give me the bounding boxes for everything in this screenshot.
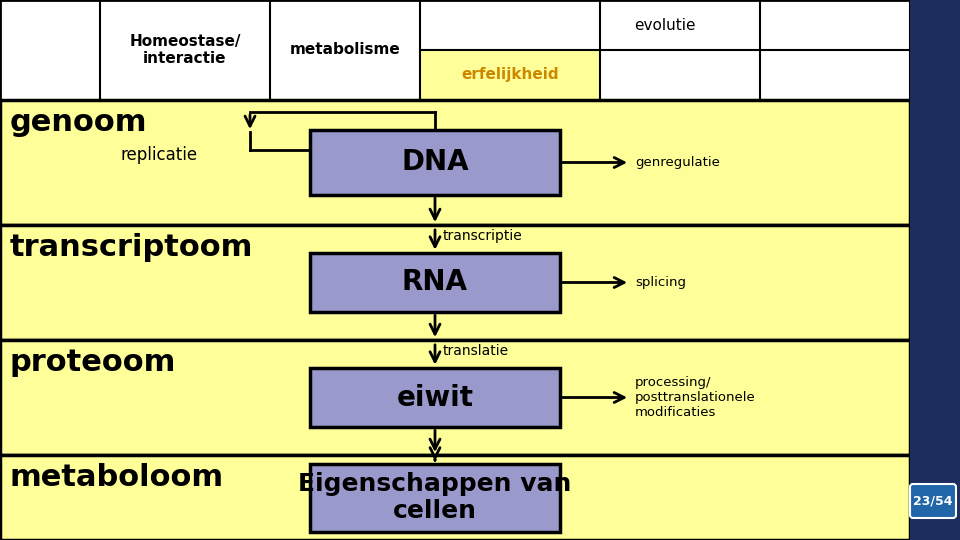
Bar — [310, 130, 560, 195]
Bar — [0, 0, 910, 100]
Text: proteoom: proteoom — [10, 348, 177, 377]
Bar — [310, 253, 560, 313]
Text: processing/
posttranslationele
modificaties: processing/ posttranslationele modificat… — [635, 376, 756, 419]
Bar — [0, 225, 910, 340]
Bar — [0, 455, 910, 540]
Text: metaboloom: metaboloom — [10, 463, 224, 492]
Text: Eigenschappen van
cellen: Eigenschappen van cellen — [299, 471, 572, 523]
Text: replicatie: replicatie — [120, 146, 197, 164]
Text: DNA: DNA — [401, 148, 468, 177]
Bar — [420, 50, 600, 100]
Text: splicing: splicing — [635, 276, 686, 289]
Text: transcriptie: transcriptie — [443, 229, 523, 243]
Bar — [0, 340, 910, 455]
Text: eiwit: eiwit — [396, 383, 473, 411]
Text: translatie: translatie — [443, 344, 509, 358]
FancyBboxPatch shape — [910, 484, 956, 518]
Bar — [910, 0, 960, 540]
Bar — [310, 368, 560, 427]
Bar — [0, 100, 910, 225]
Bar — [310, 463, 560, 531]
Text: evolutie: evolutie — [635, 17, 696, 32]
Text: transcriptoom: transcriptoom — [10, 233, 253, 262]
Text: RNA: RNA — [402, 268, 468, 296]
Text: genregulatie: genregulatie — [635, 156, 720, 169]
Text: genoom: genoom — [10, 108, 148, 137]
Text: 23/54: 23/54 — [913, 495, 952, 508]
Text: metabolisme: metabolisme — [290, 43, 400, 57]
Text: Homeostase/
interactie: Homeostase/ interactie — [130, 34, 241, 66]
Text: erfelijkheid: erfelijkheid — [461, 68, 559, 83]
Bar — [0, 0, 910, 100]
